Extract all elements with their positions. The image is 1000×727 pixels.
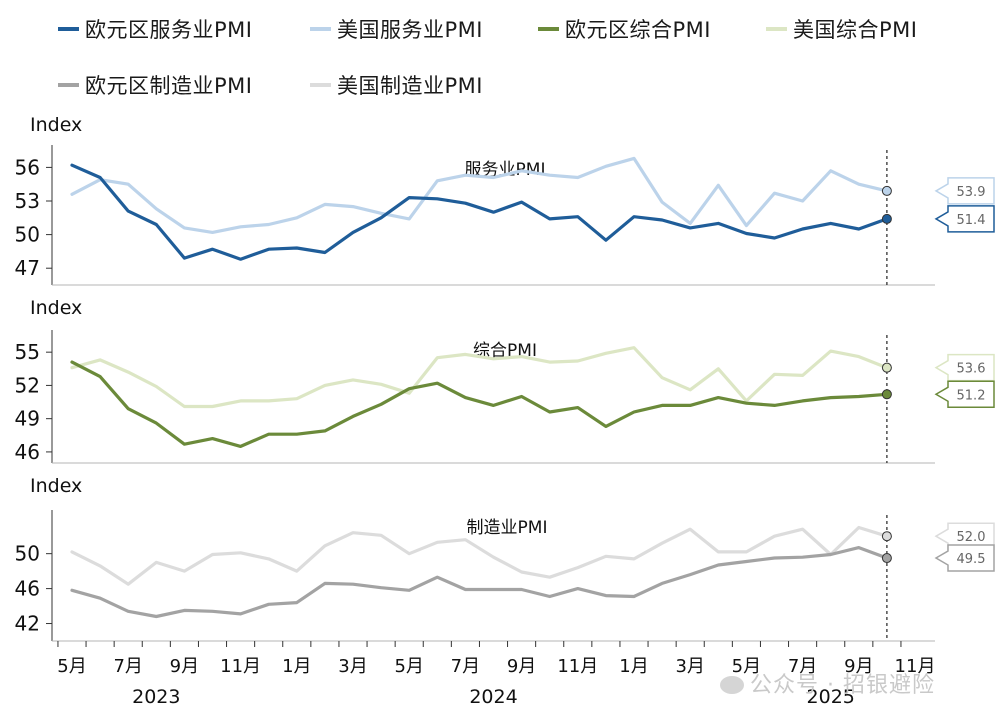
legend-swatch: [58, 83, 79, 87]
x-axis: 5月 7月 9月 11月 1月 3月 5月 7月 9月 11月 1月 3月 5月 7月 9月 11月 2023 2…: [57, 641, 935, 708]
legend-swatch: [310, 83, 331, 87]
callout-value: 53.6: [957, 362, 986, 377]
legend-label: 欧元区综合PMI: [565, 18, 711, 42]
legend-swatch: [766, 27, 787, 31]
panel-title: 制造业PMI: [467, 518, 548, 538]
x-tick-label: 9月: [170, 656, 199, 677]
y-tick-label: 56: [15, 155, 40, 179]
y-tick-label: 55: [15, 340, 40, 364]
watermark-text: 公众号 · 招银避险: [750, 673, 935, 698]
series-line: [70, 346, 889, 409]
legend-label: 欧元区服务业PMI: [85, 18, 253, 42]
y-tick-label: 53: [15, 189, 40, 213]
x-tick-label: 1月: [282, 656, 311, 677]
x-tick-label: 9月: [844, 656, 873, 677]
series-endpoint: [881, 185, 892, 196]
y-tick-label: 50: [15, 542, 40, 566]
legend-item-us-manufacturing[interactable]: 美国制造业PMI: [310, 70, 483, 100]
x-tick-label: 3月: [338, 656, 367, 677]
callout-box: [934, 544, 995, 572]
y-axis-label: Index: [30, 297, 82, 319]
series-line: [70, 525, 889, 586]
legend-swatch: [58, 27, 79, 31]
legend-item-us-services[interactable]: 美国服务业PMI: [310, 14, 483, 44]
legend-item-ez-services[interactable]: 欧元区服务业PMI: [58, 14, 252, 44]
legend-item-ez-manufacturing[interactable]: 欧元区制造业PMI: [58, 70, 252, 100]
callout-box: [934, 522, 995, 550]
series-endpoint: [881, 553, 892, 564]
legend-label: 美国制造业PMI: [337, 74, 483, 98]
panel-title: 服务业PMI: [465, 160, 546, 180]
x-tick-label: 1月: [619, 656, 648, 677]
series-line: [70, 156, 889, 234]
x-year-label: 2024: [469, 686, 517, 708]
callout-value: 49.5: [957, 552, 986, 567]
y-tick-label: 50: [15, 223, 40, 247]
legend-item-ez-composite[interactable]: 欧元区综合PMI: [538, 14, 711, 44]
x-year-label: 2025: [807, 686, 855, 708]
y-tick-label: 52: [15, 373, 40, 397]
x-tick-label: 5月: [732, 656, 761, 677]
series-endpoint: [881, 389, 892, 400]
x-tick-label: 5月: [57, 656, 86, 677]
series-endpoint: [881, 531, 892, 542]
legend-swatch: [310, 27, 331, 31]
y-tick-label: 42: [15, 612, 40, 636]
x-tick-label: 3月: [675, 656, 704, 677]
y-axis-label: Index: [30, 475, 82, 497]
panel-3: Index 42 46 50 制造业PMI 52.0 49.5: [15, 475, 995, 642]
x-tick-label: 11月: [895, 656, 936, 677]
series-line: [70, 163, 889, 261]
y-tick-label: 47: [15, 256, 40, 280]
series-line: [70, 360, 889, 448]
x-tick-label: 7月: [113, 656, 142, 677]
callout-value: 53.9: [957, 185, 986, 200]
y-tick-label: 46: [15, 440, 40, 464]
y-axis-label: Index: [30, 114, 82, 136]
watermark: 公众号 · 招银避险: [720, 667, 935, 699]
callout-value: 52.0: [957, 530, 986, 545]
y-tick-label: 46: [15, 577, 40, 601]
callout-value: 51.4: [957, 213, 986, 228]
x-tick-label: 7月: [788, 656, 817, 677]
y-tick-label: 49: [15, 407, 40, 431]
x-year-label: 2023: [132, 686, 180, 708]
series-endpoint: [881, 213, 892, 224]
callout-box: [934, 380, 995, 409]
legend-item-us-composite[interactable]: 美国综合PMI: [766, 14, 917, 44]
callout-box: [934, 205, 995, 233]
panel-1: Index 47 50 53 56 服务业PMI 53.9 51.4: [15, 114, 995, 286]
callout-box: [934, 353, 995, 382]
x-tick-label: 7月: [451, 656, 480, 677]
x-tick-label: 11月: [557, 656, 598, 677]
x-tick-label: 9月: [507, 656, 536, 677]
callout-box: [934, 177, 995, 205]
x-tick-label: 11月: [220, 656, 261, 677]
legend-label: 美国服务业PMI: [337, 18, 483, 42]
series-line: [70, 545, 889, 619]
legend-swatch: [538, 27, 559, 31]
legend-label: 欧元区制造业PMI: [85, 74, 253, 98]
series-endpoint: [881, 362, 892, 373]
x-tick-label: 5月: [394, 656, 423, 677]
wechat-icon: [720, 676, 744, 694]
legend-label: 美国综合PMI: [793, 18, 918, 42]
callout-value: 51.2: [957, 388, 986, 403]
